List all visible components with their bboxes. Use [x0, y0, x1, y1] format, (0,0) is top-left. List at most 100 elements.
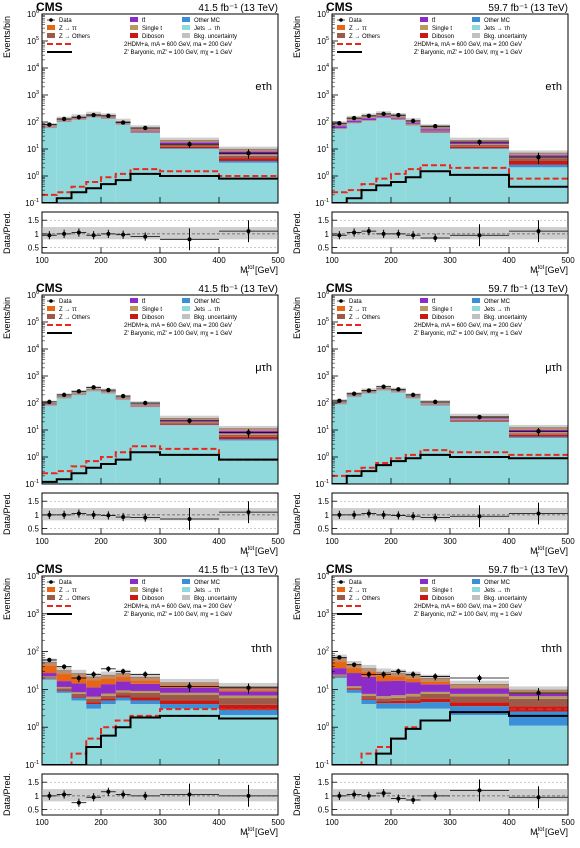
- legend-label-diboson: Diboson: [142, 596, 164, 602]
- ytick-label--1: 10-1: [315, 760, 329, 770]
- ratio-ytick-label: 1.5: [318, 216, 330, 225]
- ytick-exp-3: 3: [36, 371, 39, 377]
- bar-diboson-5: [406, 700, 421, 703]
- ratio-ytick-label: 0.5: [318, 525, 330, 534]
- bar-diboson-3: [86, 702, 101, 704]
- data-point-6: [143, 672, 147, 676]
- legend-label-sig2hdm: 2HDM+a, mA = 600 GeV, ma = 200 GeV: [414, 42, 522, 48]
- ytick-exp-3: 3: [326, 371, 329, 377]
- xtick-label-300: 300: [443, 818, 457, 827]
- xtick-label-500: 500: [561, 256, 575, 265]
- legend-swatch-zothers: [47, 33, 55, 38]
- legend-label-diboson: Diboson: [142, 34, 164, 40]
- ratio-point-6: [433, 794, 437, 798]
- ytick-label-5: 105: [317, 36, 329, 46]
- ratio-point-3: [92, 513, 96, 517]
- ytick-label-4: 104: [27, 63, 39, 73]
- lumi-label: 41.5 fb⁻¹ (13 TeV): [198, 284, 278, 295]
- legend-swatch-diboson: [420, 314, 428, 319]
- data-point-0: [337, 655, 341, 659]
- bar-diboson-2: [72, 696, 87, 697]
- data-point-5: [121, 120, 125, 124]
- lumi-label: 59.7 fb⁻¹ (13 TeV): [488, 3, 568, 14]
- legend-swatch-diboson: [130, 595, 138, 600]
- ytick-exp-5: 5: [326, 36, 329, 42]
- bar-zothers-2: [72, 694, 87, 696]
- bar-zothers-6: [421, 694, 451, 699]
- bar-zothers-7: [450, 420, 509, 421]
- legend-label-zothers: Z → Others: [59, 315, 90, 321]
- legend-swatch-jetstau: [182, 587, 190, 592]
- ytick-exp-3: 3: [36, 609, 39, 615]
- data-point-6: [433, 674, 437, 678]
- bar-othermc-4: [391, 703, 406, 708]
- xtick-label-100: 100: [35, 818, 49, 827]
- ytick-exp-0: 0: [36, 452, 39, 458]
- legend-swatch-zothers: [337, 595, 345, 600]
- lumi-label: 59.7 fb⁻¹ (13 TeV): [488, 284, 568, 295]
- ratio-point-7: [478, 514, 482, 518]
- bar-ttbar-1: [57, 681, 72, 687]
- legend-swatch-jetstau: [182, 25, 190, 30]
- ytick-exp-1: 1: [36, 425, 39, 431]
- ytick-exp-5: 5: [326, 317, 329, 323]
- bar-zothers-2: [362, 696, 377, 699]
- bar-jetstau-3: [86, 391, 101, 484]
- legend-label-othermc: Other MC: [194, 299, 221, 305]
- ratio-point-1: [62, 513, 66, 517]
- legend-swatch-zothers: [47, 314, 55, 319]
- bar-jetstau-5: [406, 398, 421, 484]
- xtick-label-100: 100: [35, 537, 49, 546]
- data-point-1: [62, 664, 66, 668]
- data-point-3: [381, 672, 385, 676]
- ratio-ytick-label: 0.5: [318, 806, 330, 815]
- legend-label-sig2hdm: 2HDM+a, mA = 600 GeV, ma = 200 GeV: [124, 42, 232, 48]
- data-point-2: [77, 676, 81, 680]
- bar-othermc-6: [421, 702, 451, 708]
- ytick-exp-0: 0: [326, 722, 329, 728]
- bar-jetstau-2: [72, 395, 87, 484]
- bar-singlet-7: [450, 694, 509, 696]
- ytick-exp-0: 0: [36, 171, 39, 177]
- bar-othermc-7: [450, 706, 509, 715]
- legend-swatch-othermc: [472, 17, 480, 22]
- ratio-point-6: [143, 516, 147, 520]
- bar-zothers-6: [131, 693, 161, 698]
- bar-diboson-1: [57, 690, 72, 691]
- legend-label-data: Data: [59, 580, 72, 586]
- y-axis-label: Events/bin: [2, 16, 12, 58]
- legend-label-sigzp: Z' Baryonic, mZ' = 100 GeV, mχ = 1 GeV: [124, 331, 232, 337]
- legend-label-sig2hdm: 2HDM+a, mA = 600 GeV, ma = 200 GeV: [414, 323, 522, 329]
- ratio-point-7: [188, 793, 192, 797]
- data-point-2: [77, 115, 81, 119]
- legend-swatch-singlet: [420, 25, 428, 30]
- data-point-8: [536, 691, 540, 695]
- data-point-6: [143, 401, 147, 405]
- legend-swatch-bkgunc: [472, 595, 480, 600]
- bar-zothers-5: [406, 124, 421, 125]
- bar-zothers-3: [86, 699, 101, 702]
- ratio-point-3: [92, 233, 96, 237]
- ytick-label--1: 10-1: [315, 198, 329, 208]
- xtick-label-500: 500: [271, 818, 285, 827]
- data-point-0: [337, 399, 341, 403]
- bar-othermc-5: [116, 698, 131, 701]
- legend-swatch-othermc: [472, 298, 480, 303]
- data-point-2: [367, 388, 371, 392]
- ratio-point-4: [396, 232, 400, 236]
- ratio-point-1: [62, 232, 66, 236]
- legend-label-bkgunc: Bkg. uncertainty: [194, 315, 237, 321]
- legend-swatch-singlet: [420, 306, 428, 311]
- ytick-label--1: 10-1: [25, 198, 39, 208]
- ytick-exp-2: 2: [36, 398, 39, 404]
- bar-othermc-7: [450, 148, 509, 149]
- legend-label-ttbar: tt̄: [432, 579, 436, 586]
- bar-jetstau-8: [509, 438, 568, 484]
- ytick-label-1: 101: [317, 144, 329, 154]
- bar-othermc-8: [509, 712, 568, 726]
